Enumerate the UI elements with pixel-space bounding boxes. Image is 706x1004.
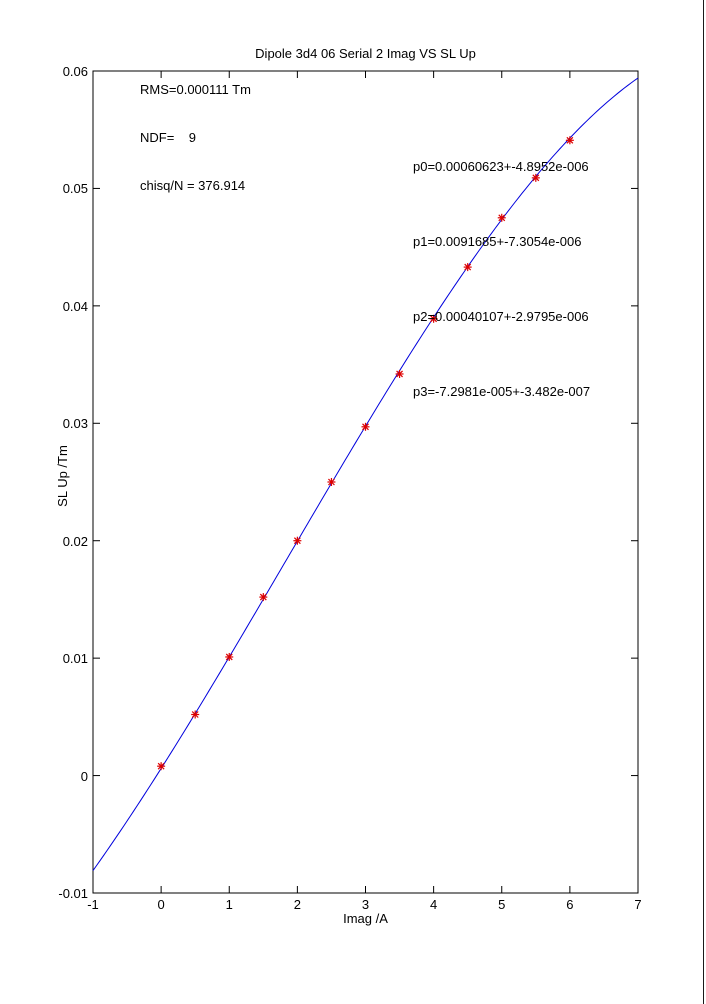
- fit-parameters-block: p0=0.00060623+-4.8952e-006 p1=0.0091685+…: [413, 104, 590, 454]
- x-tick-label: 6: [566, 897, 574, 912]
- y-tick-label: -0.01: [58, 886, 88, 901]
- marker-spoke: [293, 537, 301, 545]
- annotation-chisq: chisq/N = 376.914: [140, 178, 246, 193]
- data-point-marker: [565, 136, 574, 145]
- marker-spoke: [430, 315, 438, 323]
- x-tick-label: 3: [361, 897, 370, 912]
- chart-title: Dipole 3d4 06 Serial 2 Imag VS SL Up: [255, 46, 476, 61]
- marker-spoke: [396, 370, 403, 378]
- data-point-marker: [463, 263, 472, 272]
- y-tick-label: 0.04: [62, 298, 88, 314]
- annotation-rms: RMS=0.000111 Tm: [140, 82, 251, 97]
- y-tick-label: 0.05: [62, 181, 88, 197]
- data-point-marker: [259, 593, 268, 602]
- marker-spoke: [259, 593, 267, 601]
- x-tick-label: -1: [87, 897, 99, 912]
- marker-spoke: [225, 653, 233, 661]
- annotation-ndf: NDF= 9: [140, 130, 196, 145]
- fit-param-p3: p3=-7.2981e-005+-3.482e-007: [413, 384, 591, 399]
- x-tick-label: 1: [225, 897, 233, 912]
- window-right-border: [703, 0, 704, 1004]
- marker-spoke: [362, 423, 369, 431]
- marker-spoke: [328, 478, 335, 486]
- y-tick-label: 0: [80, 768, 88, 784]
- fit-param-p0: p0=0.00060623+-4.8952e-006: [413, 159, 589, 174]
- data-point-marker: [429, 314, 438, 323]
- marker-spoke: [464, 263, 472, 271]
- x-tick-label: 2: [293, 897, 301, 912]
- data-point-marker: [531, 173, 540, 182]
- x-tick-label: 5: [498, 897, 506, 912]
- data-point-marker: [157, 762, 166, 771]
- y-tick-label: 0.06: [62, 64, 88, 79]
- y-tick-label: 0.02: [62, 533, 88, 549]
- marker-spoke: [498, 214, 506, 222]
- x-tick-label: 7: [634, 897, 642, 912]
- data-point-marker: [225, 652, 234, 661]
- x-tick-label: 0: [157, 897, 165, 912]
- marker-spoke: [157, 762, 165, 770]
- fit-param-p2: p2=0.00040107+-2.9795e-006: [413, 309, 589, 324]
- data-point-marker: [361, 422, 370, 431]
- data-point-marker: [327, 478, 336, 486]
- x-axis-label: Imag /A: [343, 911, 388, 926]
- fit-param-p1: p1=0.0091685+-7.3054e-006: [413, 234, 582, 249]
- marker-spoke: [191, 711, 199, 718]
- data-point-marker: [191, 710, 200, 719]
- y-tick-label: 0.03: [62, 416, 88, 432]
- x-tick-label: 4: [430, 897, 438, 912]
- data-point-marker: [395, 369, 404, 378]
- data-point-marker: [293, 536, 302, 545]
- y-tick-label: 0.01: [62, 651, 88, 667]
- marker-spoke: [532, 174, 540, 182]
- marker-spoke: [566, 136, 574, 144]
- data-point-marker: [497, 213, 506, 222]
